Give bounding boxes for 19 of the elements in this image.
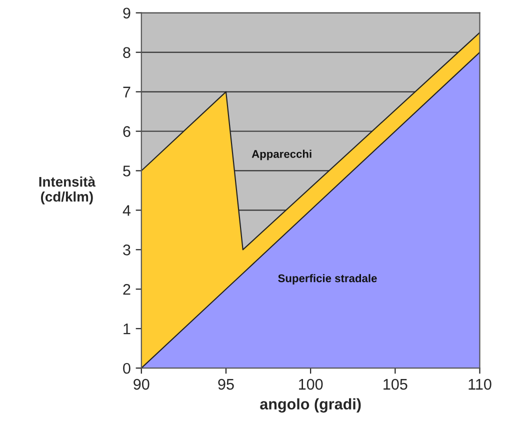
y-tick-label: 4 [122,205,131,216]
y-tick-label: 6 [123,126,130,137]
y-tick-label: 1 [124,324,130,334]
x-tick-label: 95 [218,378,234,390]
y-tick-label: 3 [123,244,130,256]
x-axis-title: angolo (gradi) [260,398,361,413]
series-label: Superficie stradale [278,274,377,284]
x-tick-label: 105 [384,378,408,390]
x-tick-label: 100 [298,378,323,390]
y-tick-label: 9 [123,8,130,19]
series-label: Apparecchi [252,150,312,160]
y-tick-label: 5 [123,166,130,176]
x-tick-label: 110 [468,378,492,390]
y-tick-label: 7 [123,86,130,98]
y-tick-label: 2 [123,284,130,295]
y-tick-label: 0 [123,362,130,374]
x-tick-label: 90 [134,378,150,390]
y-tick-label: 8 [123,47,130,58]
y-axis-title: Intensità (cd/klm) [39,176,96,204]
